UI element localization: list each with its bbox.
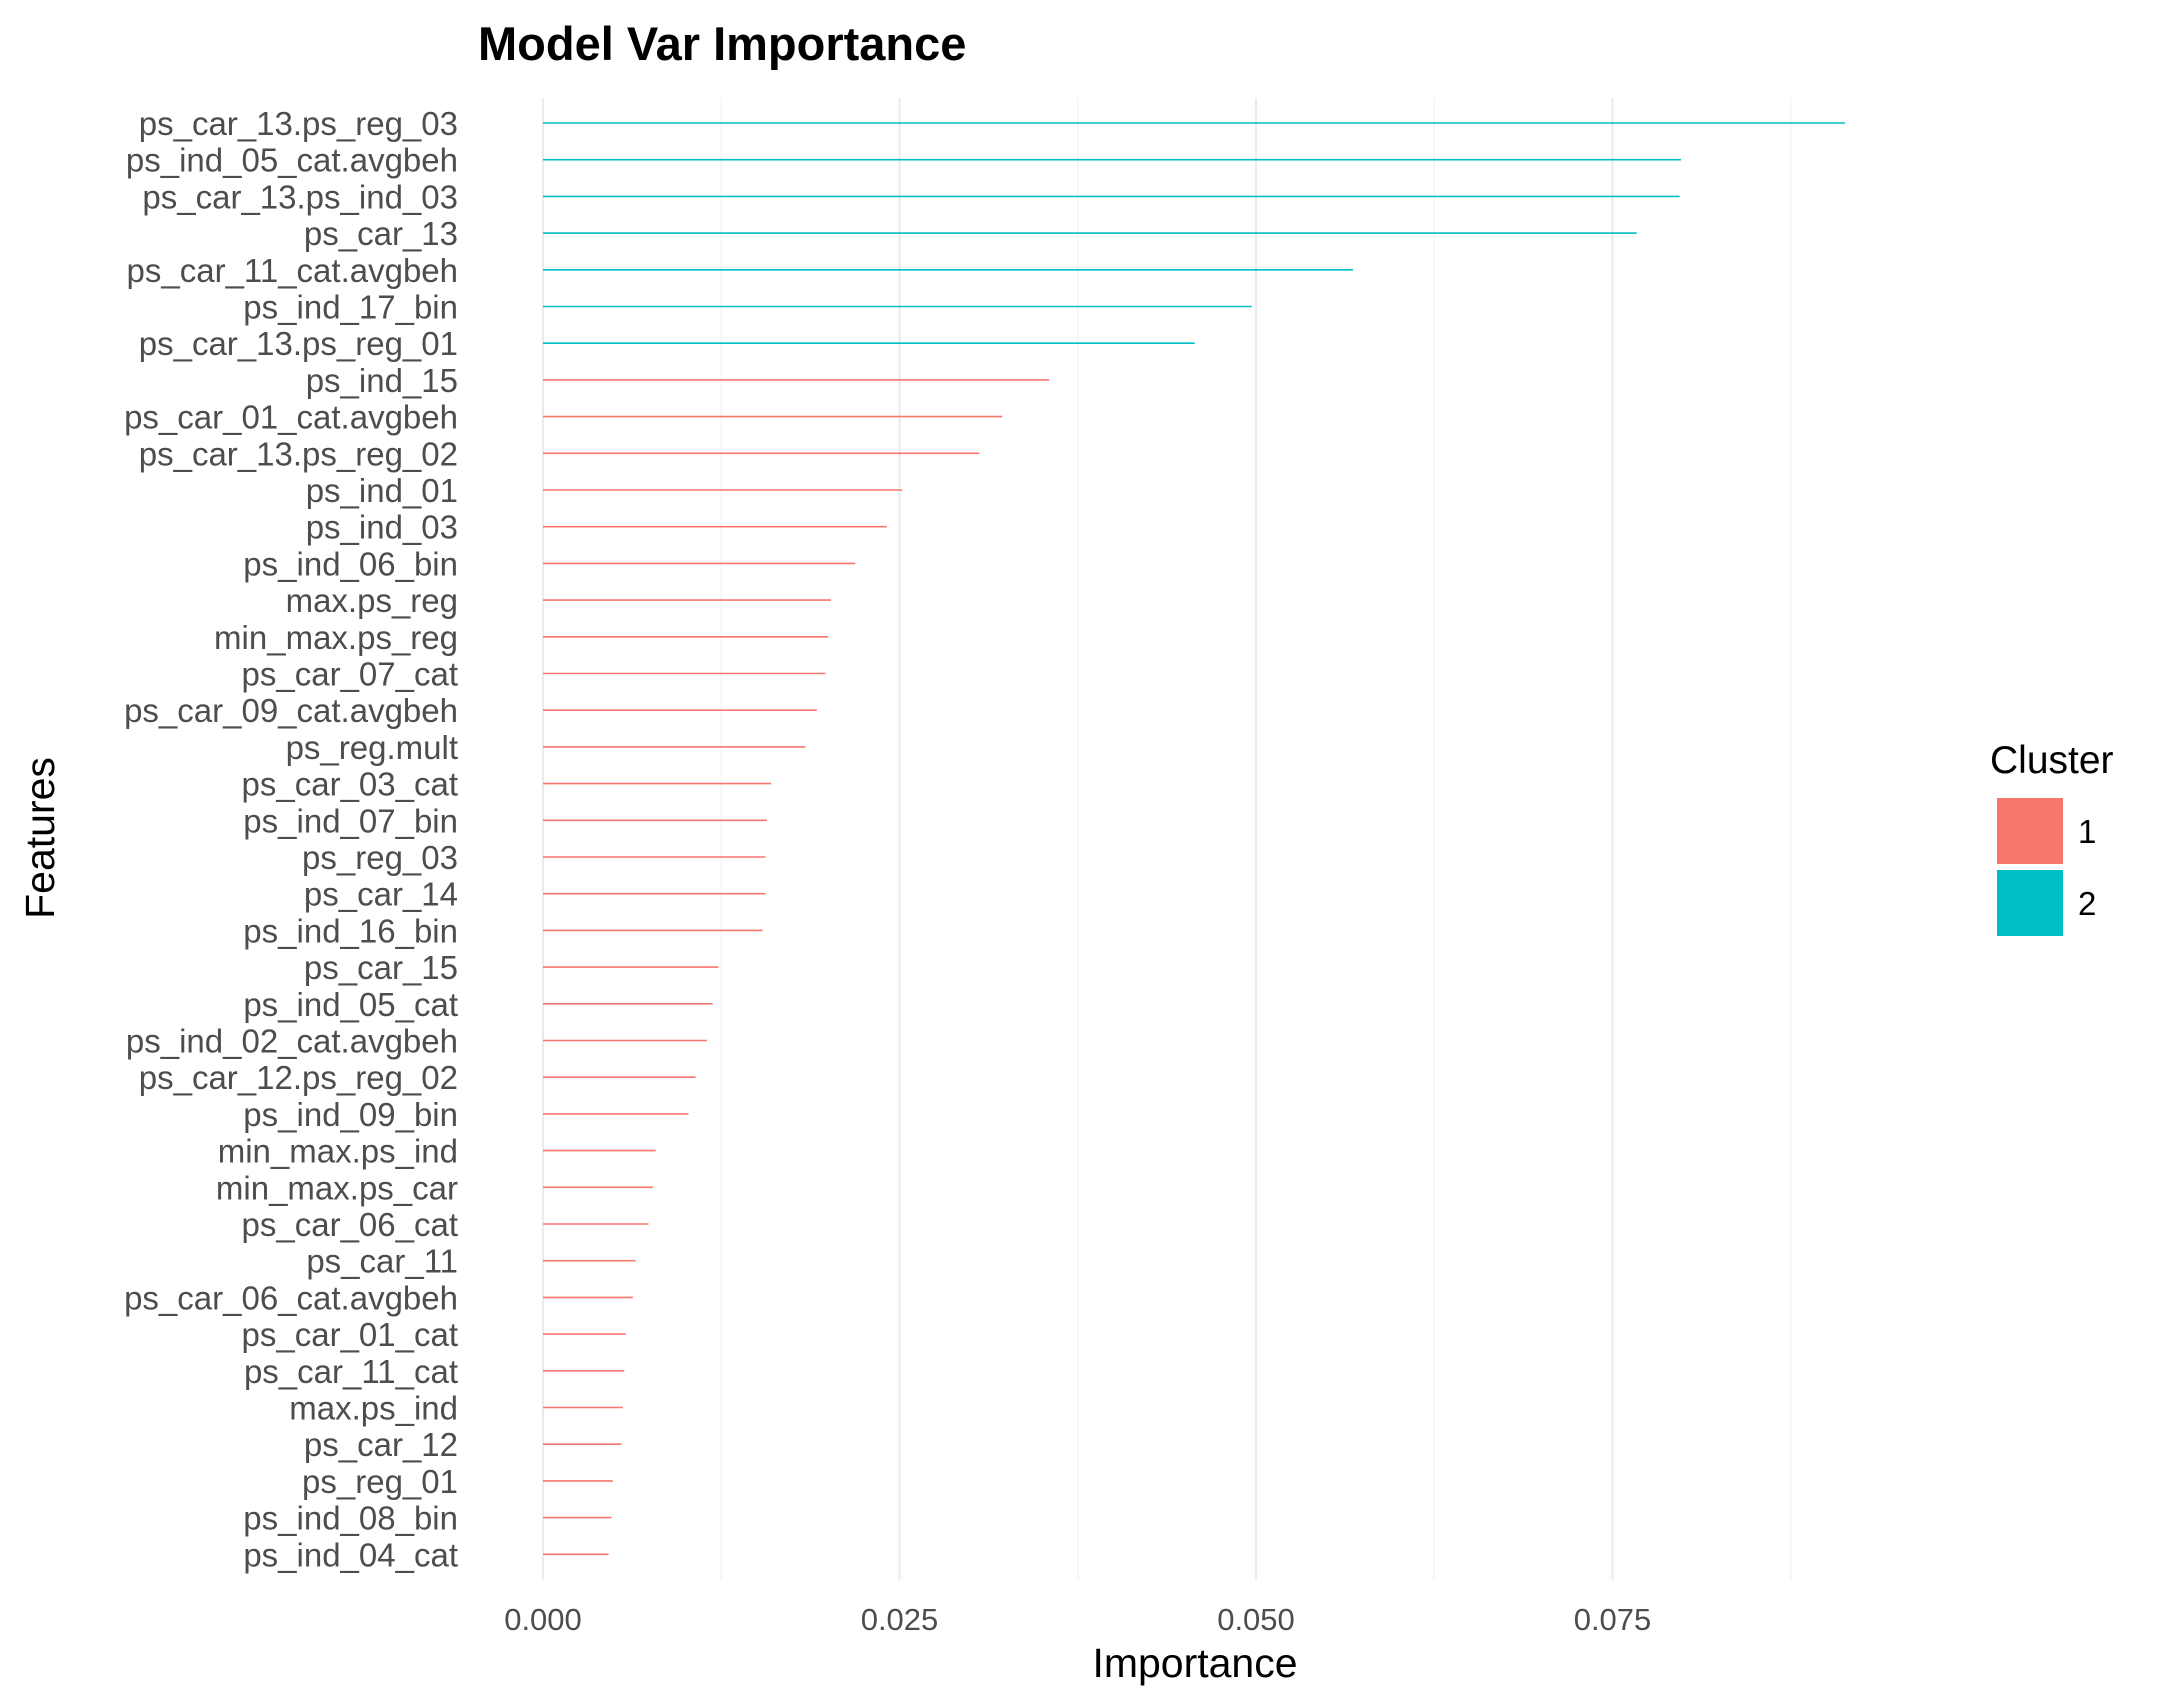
legend-label-1: 1	[2078, 813, 2096, 850]
y-tick-labels: ps_car_13.ps_reg_03ps_ind_05_cat.avgbehp…	[124, 105, 458, 1573]
y-tick-label: ps_car_13.ps_ind_03	[142, 178, 458, 215]
legend-title: Cluster	[1990, 739, 2114, 782]
y-tick-label: ps_ind_05_cat.avgbeh	[126, 142, 458, 179]
y-tick-label: ps_car_12	[304, 1426, 458, 1463]
y-tick-label: ps_ind_16_bin	[243, 912, 458, 949]
y-tick-label: ps_car_13.ps_reg_02	[139, 435, 458, 472]
y-tick-label: ps_reg_01	[302, 1463, 458, 1500]
y-tick-label: ps_reg_03	[302, 839, 458, 876]
y-tick-label: ps_car_11_cat.avgbeh	[127, 252, 458, 289]
y-tick-label: ps_car_06_cat.avgbeh	[124, 1279, 458, 1316]
y-tick-label: ps_ind_17_bin	[243, 289, 458, 326]
legend-label-2: 2	[2078, 885, 2096, 922]
y-tick-label: ps_ind_09_bin	[243, 1096, 458, 1133]
y-tick-label: ps_ind_08_bin	[243, 1500, 458, 1537]
x-tick-label: 0.075	[1574, 1602, 1652, 1637]
y-tick-label: ps_car_13	[304, 215, 458, 252]
y-tick-label: ps_ind_06_bin	[243, 545, 458, 582]
chart-title: Model Var Importance	[478, 17, 966, 70]
x-tick-label: 0.050	[1217, 1602, 1295, 1637]
y-tick-label: ps_ind_01	[306, 472, 458, 509]
y-tick-label: ps_car_09_cat.avgbeh	[124, 692, 458, 729]
y-tick-label: ps_car_01_cat	[242, 1316, 458, 1353]
y-tick-label: ps_car_12.ps_reg_02	[139, 1059, 458, 1096]
legend-swatch-1	[1997, 798, 2063, 864]
x-axis-title: Importance	[1092, 1640, 1297, 1686]
y-tick-label: max.ps_ind	[289, 1390, 458, 1427]
grid-lines	[541, 98, 1792, 1580]
y-tick-label: ps_car_03_cat	[242, 766, 458, 803]
y-tick-label: min_max.ps_ind	[218, 1133, 458, 1170]
y-tick-label: ps_ind_05_cat	[243, 986, 458, 1023]
x-tick-label: 0.025	[861, 1602, 939, 1637]
x-tick-label: 0.000	[504, 1602, 582, 1637]
y-tick-label: ps_ind_04_cat	[243, 1536, 458, 1573]
y-tick-label: ps_ind_15	[306, 362, 458, 399]
y-tick-label: ps_car_11_cat	[244, 1353, 458, 1390]
bars-group	[543, 122, 1845, 1556]
y-tick-label: ps_ind_07_bin	[243, 802, 458, 839]
y-tick-label: ps_car_01_cat.avgbeh	[124, 399, 458, 436]
y-tick-label: ps_reg.mult	[286, 729, 458, 766]
y-tick-label: ps_car_11	[306, 1243, 458, 1280]
y-tick-label: min_max.ps_car	[216, 1169, 458, 1206]
y-tick-label: min_max.ps_reg	[214, 619, 458, 656]
y-axis-title: Features	[17, 757, 63, 919]
y-tick-label: max.ps_reg	[286, 582, 458, 619]
y-tick-label: ps_car_13.ps_reg_01	[139, 325, 458, 362]
y-tick-label: ps_ind_02_cat.avgbeh	[126, 1023, 458, 1060]
y-tick-label: ps_car_06_cat	[242, 1206, 458, 1243]
legend-swatch-2	[1997, 870, 2063, 936]
y-tick-label: ps_car_13.ps_reg_03	[139, 105, 458, 142]
y-tick-label: ps_car_15	[304, 949, 458, 986]
legend: Cluster 1 2	[1990, 739, 2114, 936]
y-tick-label: ps_car_07_cat	[242, 656, 458, 693]
x-tick-labels: 0.000 0.025 0.050 0.075	[504, 1602, 1651, 1637]
y-tick-label: ps_car_14	[304, 876, 458, 913]
y-tick-label: ps_ind_03	[306, 509, 458, 546]
